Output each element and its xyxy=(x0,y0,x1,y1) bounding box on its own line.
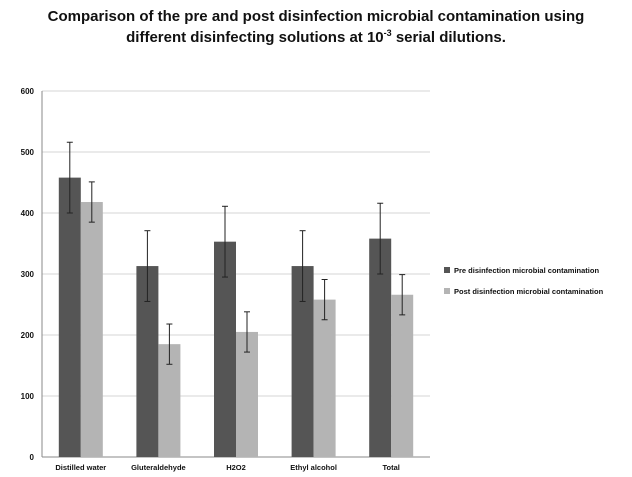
error-bars xyxy=(66,141,406,365)
bar-post xyxy=(236,331,258,457)
x-category-label: H2O2 xyxy=(226,463,246,472)
x-category-label: Gluteraldehyde xyxy=(131,463,186,472)
bar-post xyxy=(158,344,181,457)
bar-pre xyxy=(291,266,314,457)
legend-swatch xyxy=(444,288,450,294)
chart-title-exponent: -3 xyxy=(383,28,392,38)
legend: Pre disinfection microbial contamination… xyxy=(444,266,604,296)
y-tick-label: 300 xyxy=(21,270,35,279)
y-tick-label: 600 xyxy=(21,87,35,96)
bar-post xyxy=(391,294,414,457)
bar-post xyxy=(313,299,336,457)
bar-pre xyxy=(58,177,81,457)
bars xyxy=(58,177,414,457)
y-tick-label: 200 xyxy=(21,331,35,340)
chart-title-tail: serial dilutions. xyxy=(391,29,506,46)
gridlines xyxy=(42,90,430,397)
x-category-label: Ethyl alcohol xyxy=(290,463,337,472)
bar-pre xyxy=(136,266,159,457)
axis-labels: 0 100 200 300 400 500 600 Distilled water Gluter… xyxy=(21,87,400,472)
y-tick-label: 400 xyxy=(21,209,35,218)
x-category-label: Distilled water xyxy=(55,463,106,472)
y-tick-label: 100 xyxy=(21,392,35,401)
bar-pre xyxy=(369,238,392,457)
legend-label: Pre disinfection microbial contamination xyxy=(454,266,599,275)
y-tick-label: 0 xyxy=(30,453,35,462)
bar-post xyxy=(80,202,103,457)
x-category-label: Total xyxy=(383,463,400,472)
chart-title-main: Comparison of the pre and post disinfect… xyxy=(47,8,585,46)
y-tick-label: 500 xyxy=(21,148,35,157)
bar-pre xyxy=(214,241,236,457)
legend-swatch xyxy=(444,267,450,273)
legend-label: Post disinfection microbial contaminatio… xyxy=(454,287,604,296)
chart-title: Comparison of the pre and post disinfect… xyxy=(30,6,602,48)
